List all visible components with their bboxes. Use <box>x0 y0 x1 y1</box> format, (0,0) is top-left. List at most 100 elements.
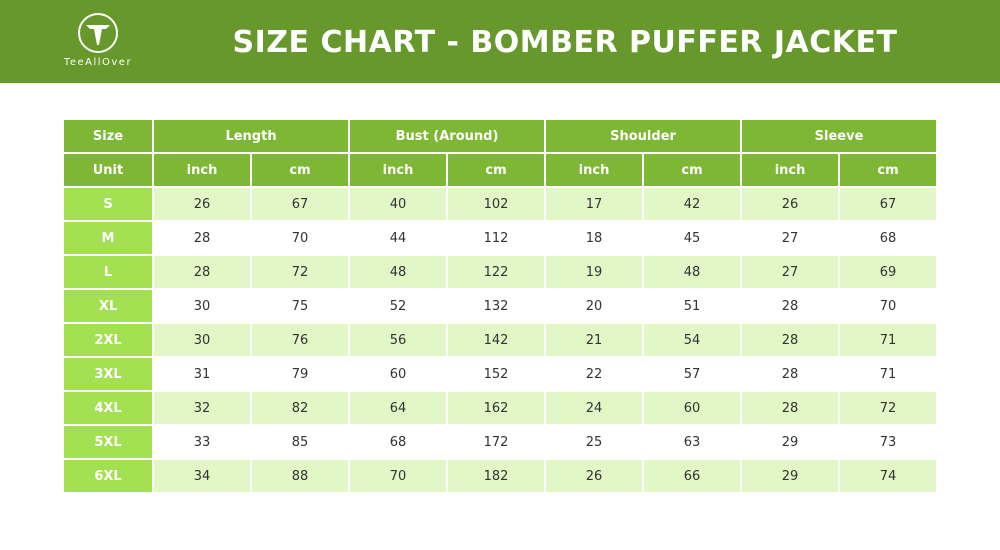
measurement-cell: 67 <box>249 186 351 222</box>
measurement-cell: 64 <box>348 390 449 426</box>
unit-header-row: Unit inch cm inch cm inch cm inch cm <box>62 152 939 188</box>
measurement-cell: 70 <box>838 288 939 324</box>
brand-name: TeeAllOver <box>63 57 133 68</box>
measurement-header-row: Size Length Bust (Around) Shoulder Sleev… <box>62 118 939 154</box>
brand-logo: TeeAllOver <box>48 12 148 72</box>
measurement-cell: 152 <box>446 356 547 392</box>
measurement-cell: 67 <box>838 186 939 222</box>
group-header: Sleeve <box>740 118 939 154</box>
unit-header: inch <box>152 152 252 188</box>
measurement-cell: 20 <box>544 288 645 324</box>
measurement-cell: 17 <box>544 186 645 222</box>
measurement-cell: 27 <box>740 254 841 290</box>
measurement-cell: 28 <box>152 254 252 290</box>
measurement-cell: 71 <box>838 356 939 392</box>
group-header: Length <box>151 118 351 154</box>
size-column-header: Size <box>62 118 154 154</box>
page-title: SIZE CHART - BOMBER PUFFER JACKET <box>232 25 898 60</box>
measurement-cell: 68 <box>348 424 449 460</box>
measurement-cell: 182 <box>446 458 547 494</box>
size-cell: 3XL <box>62 356 154 392</box>
measurement-cell: 85 <box>249 424 351 460</box>
measurement-cell: 73 <box>838 424 939 460</box>
size-cell: L <box>62 254 154 290</box>
measurement-cell: 57 <box>642 356 743 392</box>
measurement-cell: 42 <box>642 186 743 222</box>
table-row: 3XL 31 79 60 152 22 57 28 71 <box>62 356 939 392</box>
measurement-cell: 60 <box>348 356 449 392</box>
measurement-cell: 19 <box>544 254 645 290</box>
measurement-cell: 102 <box>446 186 547 222</box>
measurement-cell: 51 <box>642 288 743 324</box>
measurement-cell: 70 <box>348 458 449 494</box>
measurement-cell: 45 <box>642 220 743 256</box>
measurement-cell: 26 <box>544 458 645 494</box>
measurement-cell: 32 <box>152 390 252 426</box>
measurement-cell: 28 <box>152 220 252 256</box>
measurement-cell: 25 <box>544 424 645 460</box>
measurement-cell: 54 <box>642 322 743 358</box>
table-row: 6XL 34 88 70 182 26 66 29 74 <box>62 458 939 494</box>
measurement-cell: 75 <box>249 288 351 324</box>
group-header: Shoulder <box>544 118 743 154</box>
measurement-cell: 76 <box>249 322 351 358</box>
measurement-cell: 48 <box>642 254 743 290</box>
measurement-cell: 112 <box>446 220 547 256</box>
unit-header: inch <box>740 152 841 188</box>
unit-header: cm <box>249 152 351 188</box>
size-cell: 5XL <box>62 424 154 460</box>
size-cell: 4XL <box>62 390 154 426</box>
measurement-cell: 60 <box>642 390 743 426</box>
measurement-cell: 21 <box>544 322 645 358</box>
table-row: 4XL 32 82 64 162 24 60 28 72 <box>62 390 939 426</box>
measurement-cell: 74 <box>838 458 939 494</box>
measurement-cell: 56 <box>348 322 449 358</box>
measurement-cell: 71 <box>838 322 939 358</box>
table-row: 2XL 30 76 56 142 21 54 28 71 <box>62 322 939 358</box>
size-cell: S <box>62 186 154 222</box>
unit-header: inch <box>348 152 449 188</box>
measurement-cell: 31 <box>152 356 252 392</box>
measurement-cell: 27 <box>740 220 841 256</box>
measurement-cell: 70 <box>249 220 351 256</box>
unit-header: cm <box>446 152 547 188</box>
measurement-cell: 30 <box>152 322 252 358</box>
measurement-cell: 79 <box>249 356 351 392</box>
measurement-cell: 162 <box>446 390 547 426</box>
measurement-cell: 142 <box>446 322 547 358</box>
table-row: S 26 67 40 102 17 42 26 67 <box>62 186 939 222</box>
measurement-cell: 29 <box>740 424 841 460</box>
measurement-cell: 69 <box>838 254 939 290</box>
size-cell: 6XL <box>62 458 154 494</box>
measurement-cell: 48 <box>348 254 449 290</box>
measurement-cell: 52 <box>348 288 449 324</box>
size-cell: M <box>62 220 154 256</box>
measurement-cell: 28 <box>740 288 841 324</box>
tree-logo-icon <box>78 13 118 53</box>
measurement-cell: 172 <box>446 424 547 460</box>
measurement-cell: 88 <box>249 458 351 494</box>
size-chart-table: Size Length Bust (Around) Shoulder Sleev… <box>62 118 939 494</box>
measurement-cell: 28 <box>740 390 841 426</box>
measurement-cell: 122 <box>446 254 547 290</box>
measurement-cell: 22 <box>544 356 645 392</box>
measurement-cell: 30 <box>152 288 252 324</box>
measurement-cell: 26 <box>740 186 841 222</box>
group-header: Bust (Around) <box>348 118 547 154</box>
measurement-cell: 44 <box>348 220 449 256</box>
unit-header: cm <box>642 152 743 188</box>
measurement-cell: 66 <box>642 458 743 494</box>
measurement-cell: 72 <box>838 390 939 426</box>
measurement-cell: 40 <box>348 186 449 222</box>
measurement-cell: 72 <box>249 254 351 290</box>
size-rows: S 26 67 40 102 17 42 26 67 M 28 70 44 112 18 45 27 68 L 28 7… <box>62 186 939 494</box>
measurement-cell: 63 <box>642 424 743 460</box>
unit-header: cm <box>838 152 939 188</box>
measurement-cell: 28 <box>740 356 841 392</box>
measurement-cell: 26 <box>152 186 252 222</box>
size-cell: 2XL <box>62 322 154 358</box>
measurement-cell: 29 <box>740 458 841 494</box>
table-row: L 28 72 48 122 19 48 27 69 <box>62 254 939 290</box>
table-row: M 28 70 44 112 18 45 27 68 <box>62 220 939 256</box>
measurement-cell: 68 <box>838 220 939 256</box>
